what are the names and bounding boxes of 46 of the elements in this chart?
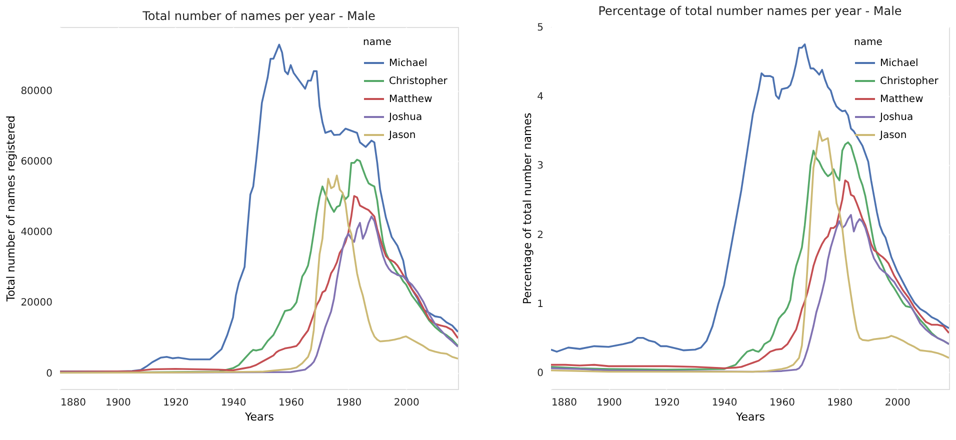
y-tick-label: 1 (537, 298, 544, 310)
y-tick-label: 2 (537, 230, 544, 241)
x-axis-title: Years (244, 410, 274, 424)
chart-title: Percentage of total number names per year - Male (598, 4, 902, 18)
y-tick-label: 60000 (20, 156, 52, 168)
legend-label: Christopher (880, 76, 940, 87)
x-tick-label: 1980 (336, 398, 362, 408)
line-series (551, 179, 949, 370)
y-tick-label: 0 (537, 368, 544, 379)
legend-label: Jason (879, 130, 907, 141)
x-tick-label: 1880 (552, 398, 577, 408)
y-axis-title: Total number of names registered (4, 115, 18, 303)
legend-label: Michael (880, 58, 918, 69)
x-tick-label: 1920 (163, 398, 189, 408)
x-tick-label: 2000 (884, 398, 910, 408)
legend-title: name (854, 37, 882, 48)
y-tick-label: 80000 (20, 86, 52, 98)
x-tick-label: 1940 (712, 398, 738, 408)
line-series (60, 44, 458, 372)
x-tick-label: 1960 (770, 398, 795, 408)
line-series (551, 214, 949, 373)
x-tick-label: 1940 (220, 398, 246, 408)
x-tick-label: 1980 (827, 398, 853, 408)
x-tick-label: 1880 (60, 398, 86, 408)
legend-label: Christopher (389, 76, 448, 87)
y-tick-label: 0 (46, 368, 52, 380)
y-axis-title: Percentage of total number names (521, 112, 534, 304)
x-axis-title: Years (734, 410, 766, 424)
y-tick-label: 40000 (20, 227, 52, 238)
x-tick-label: 1920 (654, 398, 680, 408)
y-tick-label: 20000 (20, 298, 52, 309)
legend-label: Michael (389, 58, 428, 69)
legend-label: Joshua (879, 112, 914, 123)
x-tick-label: 1900 (105, 398, 131, 408)
legend-label: Matthew (389, 94, 432, 105)
x-tick-label: 1900 (596, 398, 622, 408)
x-tick-label: 1960 (278, 398, 304, 408)
chart-title: Total number of names per year - Male (142, 9, 376, 23)
legend-label: Matthew (880, 94, 924, 105)
legend-label: Jason (388, 130, 416, 141)
y-tick-label: 5 (537, 22, 544, 34)
y-tick-label: 4 (537, 92, 544, 103)
y-tick-label: 3 (537, 160, 544, 172)
legend-label: Joshua (388, 112, 422, 123)
x-tick-label: 2000 (394, 398, 420, 408)
legend-title: name (363, 37, 392, 48)
